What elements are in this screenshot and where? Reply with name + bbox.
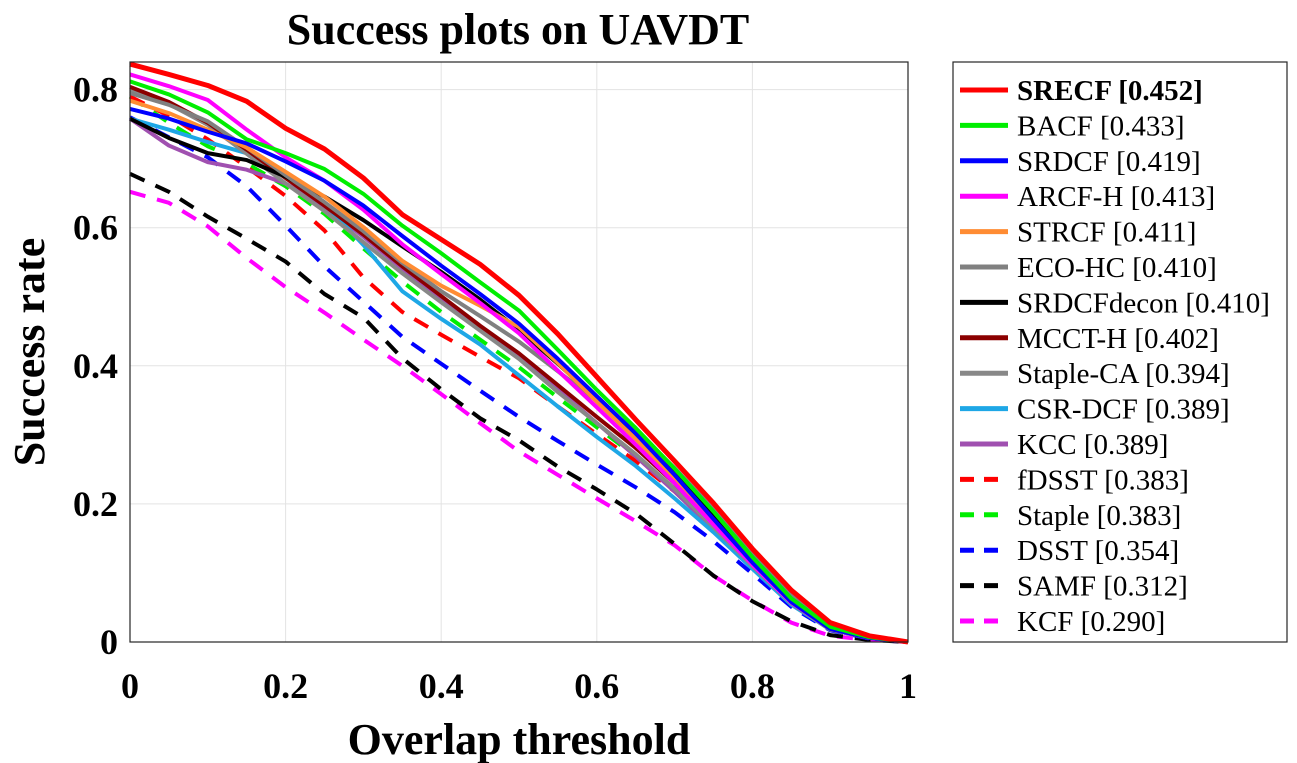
legend-label: Staple-CA [0.394] bbox=[1017, 358, 1230, 390]
x-tick-label: 0.8 bbox=[730, 666, 775, 706]
legend: SRECF [0.452]BACF [0.433] SRDCF [0.419]AR… bbox=[960, 75, 1270, 638]
y-tick-label: 0.2 bbox=[73, 484, 118, 524]
legend-label: BACF [0.433] bbox=[1017, 110, 1185, 142]
legend-label: fDSST [0.383] bbox=[1017, 464, 1189, 496]
x-axis-label: Overlap threshold bbox=[348, 715, 691, 763]
y-tick-label: 0.6 bbox=[73, 208, 118, 248]
legend-label: SRECF [0.452] bbox=[1017, 75, 1203, 107]
x-tick-label: 1 bbox=[899, 666, 917, 706]
y-tick-labels: 0 0.2 0.4 0.6 0.8 bbox=[73, 70, 118, 662]
x-tick-label: 0.4 bbox=[419, 666, 464, 706]
legend-label: CSR-DCF [0.389] bbox=[1017, 394, 1230, 426]
legend-label: ARCF-H [0.413] bbox=[1017, 181, 1215, 213]
series-line-samf bbox=[129, 172, 909, 644]
legend-label: SRDCF [0.419] bbox=[1017, 146, 1201, 178]
plot-frame bbox=[129, 61, 909, 643]
x-tick-label: 0.6 bbox=[574, 666, 619, 706]
x-tick-label: 0 bbox=[121, 666, 139, 706]
plot-series bbox=[128, 61, 909, 645]
legend-label: KCF [0.290] bbox=[1017, 606, 1165, 638]
legend-label: MCCT-H [0.402] bbox=[1017, 323, 1219, 355]
chart-title: Success plots on UAVDT bbox=[287, 5, 750, 54]
series-line-dsst bbox=[129, 115, 909, 644]
x-tick-labels: 0 0.2 0.4 0.6 0.8 1 bbox=[121, 666, 917, 706]
series-line-srdcf bbox=[129, 107, 909, 644]
y-tick-label: 0.4 bbox=[73, 346, 118, 386]
legend-label: SRDCFdecon [0.410] bbox=[1017, 287, 1270, 319]
legend-label: ECO-HC [0.410] bbox=[1017, 252, 1217, 284]
series-line-bacf bbox=[129, 79, 909, 644]
series-line-strcf bbox=[129, 98, 909, 644]
y-axis-label: Success rate bbox=[5, 238, 54, 467]
y-tick-label: 0.8 bbox=[73, 70, 118, 110]
y-tick-label: 0 bbox=[100, 622, 118, 662]
legend-label: KCC [0.389] bbox=[1017, 429, 1168, 461]
series-line-kcf bbox=[129, 189, 909, 644]
legend-box bbox=[952, 61, 1288, 643]
series-line-eco-hc bbox=[129, 91, 909, 644]
legend-label: SAMF [0.312] bbox=[1017, 571, 1188, 603]
series-line-staple-ca bbox=[129, 89, 909, 644]
series-line-staple bbox=[128, 94, 909, 644]
x-tick-label: 0.2 bbox=[263, 666, 308, 706]
legend-label: DSST [0.354] bbox=[1017, 535, 1179, 567]
series-line-srecf bbox=[129, 61, 909, 645]
legend-label: Staple [0.383] bbox=[1017, 500, 1181, 532]
legend-label: STRCF [0.411] bbox=[1017, 217, 1196, 249]
